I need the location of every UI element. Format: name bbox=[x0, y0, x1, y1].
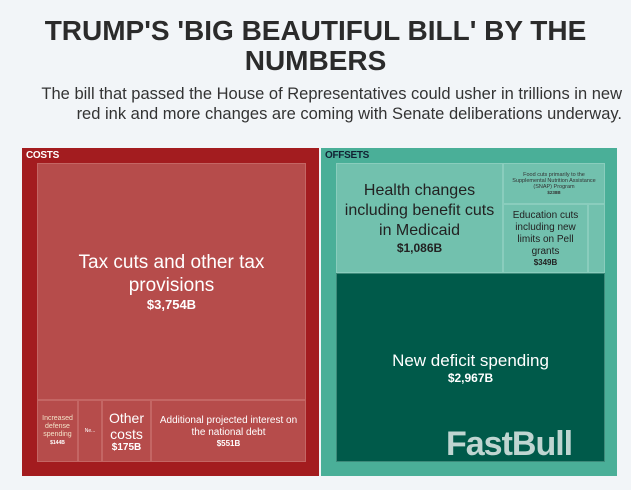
tile-label: Health changes including benefit cuts in… bbox=[344, 182, 495, 239]
page-title: TRUMP'S 'BIG BEAUTIFUL BILL' BY THE NUMB… bbox=[44, 15, 587, 76]
offsets-label: OFFSETS bbox=[325, 150, 370, 161]
tile-other-costs: Other costs $175B bbox=[102, 400, 151, 462]
subtitle: The bill that passed the House of Repres… bbox=[41, 85, 622, 123]
tile-minor bbox=[588, 204, 605, 273]
tile-interest: Additional projected interest on the nat… bbox=[151, 400, 306, 462]
tile-value: $349B bbox=[533, 258, 558, 267]
tile-label: Education cuts including new limits on P… bbox=[512, 210, 579, 257]
tile-label: Ne... bbox=[84, 428, 96, 434]
tile-value: $2,967B bbox=[447, 371, 494, 385]
tile-label: New deficit spending bbox=[392, 351, 549, 370]
tile-deficit: New deficit spending $2,967B bbox=[336, 273, 605, 462]
tile-health: Health changes including benefit cuts in… bbox=[336, 163, 503, 273]
costs-label: COSTS bbox=[26, 150, 59, 161]
tile-small: Ne... bbox=[78, 400, 102, 462]
watermark-logo: FastBull bbox=[446, 425, 573, 463]
tile-snap: Food cuts primarily to the Supplemental … bbox=[503, 163, 605, 204]
tile-value: $144B bbox=[50, 440, 65, 446]
tile-value: $551B bbox=[216, 438, 241, 448]
tile-value: $3,754B bbox=[146, 297, 197, 312]
tile-tax-cuts: Tax cuts and other tax provisions $3,754… bbox=[37, 163, 306, 400]
tile-value: $175B bbox=[111, 441, 142, 453]
tile-label: Increased defense spending bbox=[42, 415, 73, 438]
tile-label: Other costs bbox=[108, 409, 144, 442]
tile-label: Additional projected interest on the nat… bbox=[159, 414, 298, 438]
tile-label: Food cuts primarily to the Supplemental … bbox=[512, 171, 596, 190]
tile-defense: Increased defense spending $144B bbox=[37, 400, 78, 462]
tile-label: Tax cuts and other tax provisions bbox=[78, 252, 265, 296]
tile-education: Education cuts including new limits on P… bbox=[503, 204, 588, 273]
tile-value: $1,086B bbox=[396, 241, 443, 255]
tile-value: $238B bbox=[547, 189, 561, 195]
